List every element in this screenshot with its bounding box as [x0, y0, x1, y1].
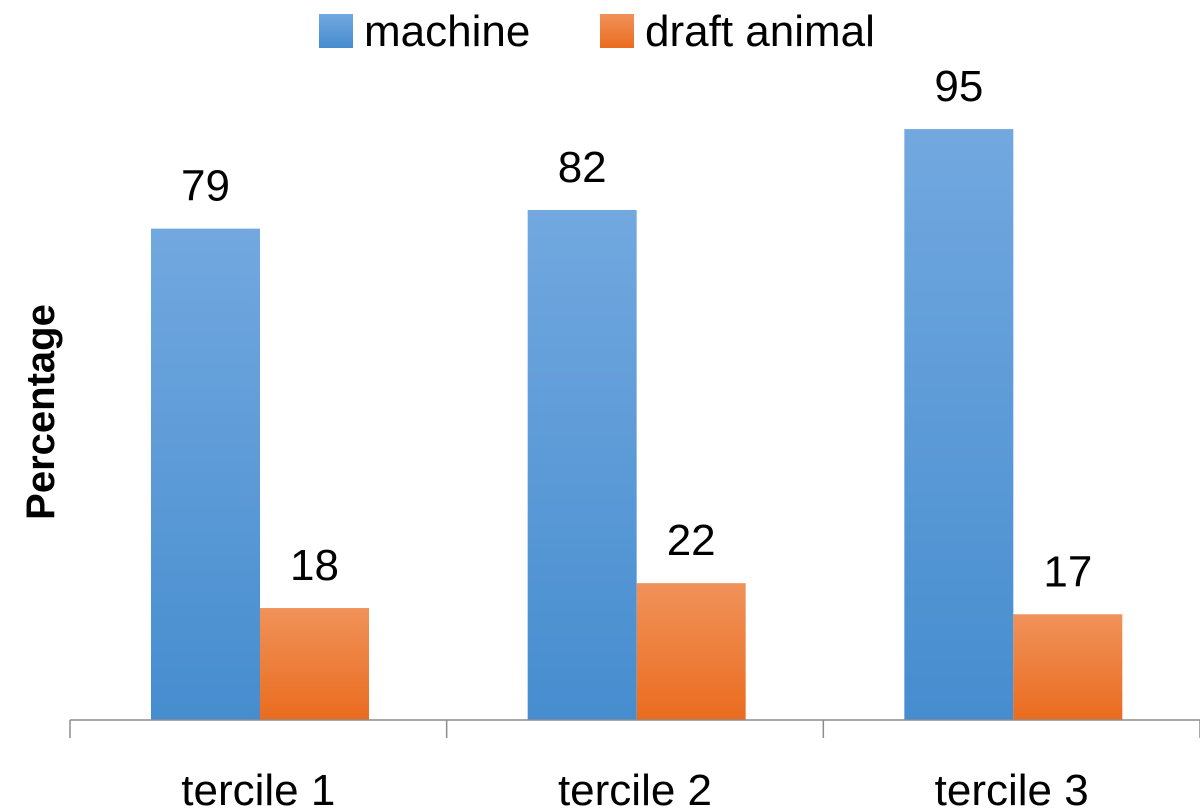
bar-machine-tercile-1: [151, 228, 260, 720]
x-tick-labels: tercile 1 tercile 2 tercile 3: [181, 766, 1088, 811]
bar-draft-animal-tercile-2: [636, 583, 746, 720]
data-label-draft-animal-tercile-2: 22: [667, 516, 716, 565]
data-labels-group: 79 18 82 22 95 17: [181, 62, 1092, 596]
bar-draft-animal-tercile-3: [1013, 614, 1123, 720]
bar-draft-animal-tercile-1: [260, 608, 369, 720]
data-label-machine-tercile-1: 79: [181, 162, 230, 211]
bar-machine-tercile-3: [904, 129, 1014, 721]
x-tick-label-tercile-3: tercile 3: [935, 766, 1089, 811]
legend-label-machine: machine: [364, 7, 530, 56]
x-axis: [69, 719, 1200, 738]
legend-swatch-draft-animal: [600, 14, 634, 48]
bar-machine-tercile-2: [527, 209, 637, 720]
data-label-draft-animal-tercile-1: 18: [290, 541, 339, 590]
bars-group: [151, 129, 1123, 721]
y-axis-title: Percentage: [19, 304, 63, 520]
data-label-machine-tercile-3: 95: [934, 62, 983, 111]
legend-swatch-machine: [319, 14, 353, 48]
legend: machine draft animal: [319, 7, 875, 56]
x-tick-label-tercile-1: tercile 1: [181, 766, 335, 811]
data-label-machine-tercile-2: 82: [558, 143, 607, 192]
data-label-draft-animal-tercile-3: 17: [1043, 547, 1092, 596]
x-tick-label-tercile-2: tercile 2: [558, 766, 712, 811]
legend-label-draft-animal: draft animal: [645, 7, 875, 56]
